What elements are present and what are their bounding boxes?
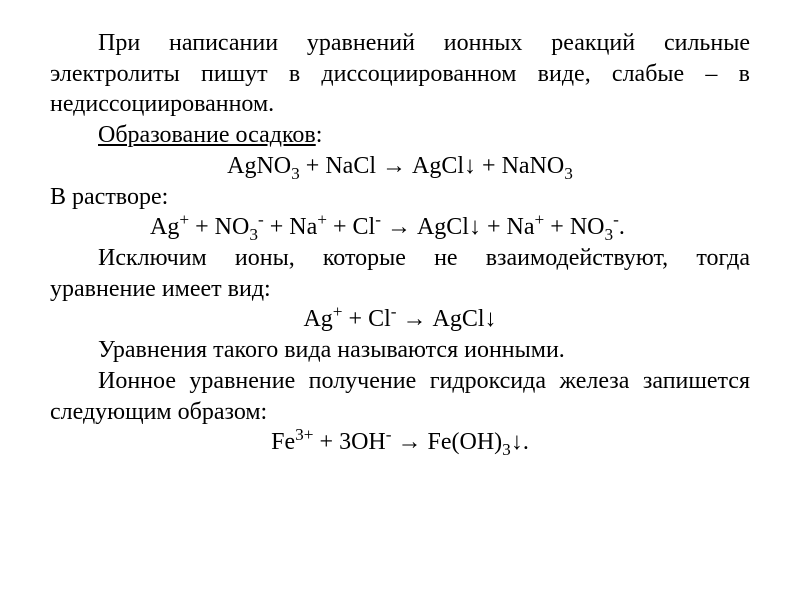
sub: 3 [502, 440, 511, 459]
document-page: При написании уравнений ионных реакций с… [0, 0, 800, 478]
sub: 3 [291, 164, 300, 183]
op: + [481, 214, 507, 240]
f: Na [507, 214, 535, 240]
sup: + [179, 210, 189, 229]
heading-text: Образование осадков [98, 122, 316, 148]
f: Fe [271, 429, 295, 455]
dot: . [523, 429, 529, 455]
arrow: → [376, 153, 412, 179]
f: AgCl [433, 306, 485, 332]
paragraph-ionic-def: Уравнения такого вида называются ионными… [50, 335, 750, 366]
f: NaNO [502, 153, 565, 179]
op: + [482, 153, 502, 179]
f: Fe(OH) [428, 429, 503, 455]
dot: . [619, 214, 625, 240]
down-arrow: ↓ [485, 306, 497, 332]
equation-molecular: AgNO3 + NaCl → AgCl↓ + NaNO3 [50, 151, 750, 182]
sup: 3+ [295, 425, 313, 444]
op: + [327, 214, 353, 240]
f: NaCl [325, 153, 376, 179]
op: + [300, 153, 326, 179]
f: Cl [353, 214, 376, 240]
down-arrow: ↓ [469, 214, 481, 240]
coef: 3 [339, 429, 351, 455]
op: + [343, 306, 369, 332]
heading-precipitation: Образование осадков: [50, 120, 750, 151]
paragraph-iron-hydroxide: Ионное уравнение получение гидроксида же… [50, 366, 750, 427]
equation-iron-hydroxide: Fe3+ + 3OH- → Fe(OH)3↓. [50, 427, 750, 458]
f: AgNO [227, 153, 291, 179]
down-arrow: ↓ [464, 153, 482, 179]
paragraph-intro: При написании уравнений ионных реакций с… [50, 28, 750, 120]
f: Na [289, 214, 317, 240]
sub: 3 [249, 225, 258, 244]
f: Cl [368, 306, 391, 332]
op: + [264, 214, 290, 240]
sub: 3 [604, 225, 613, 244]
f: AgCl [412, 153, 464, 179]
arrow: → [397, 306, 433, 332]
arrow: → [392, 429, 428, 455]
equation-full-ionic: Ag+ + NO3- + Na+ + Cl- → AgCl↓ + Na+ + N… [50, 212, 750, 243]
label-in-solution: В растворе: [50, 182, 750, 213]
f: AgCl [417, 214, 469, 240]
sup: + [535, 210, 545, 229]
down-arrow: ↓ [511, 429, 523, 455]
paragraph-exclude-ions: Исключим ионы, которые не взаимодействую… [50, 243, 750, 304]
sup: + [333, 302, 343, 321]
colon: : [316, 122, 323, 148]
f: OH [351, 429, 386, 455]
sub: 3 [564, 164, 573, 183]
arrow: → [381, 214, 417, 240]
f: Ag [303, 306, 332, 332]
f: NO [215, 214, 250, 240]
f: NO [570, 214, 605, 240]
op: + [314, 429, 340, 455]
sup: + [317, 210, 327, 229]
equation-net-ionic: Ag+ + Cl- → AgCl↓ [50, 304, 750, 335]
op: + [544, 214, 570, 240]
op: + [189, 214, 215, 240]
f: Ag [150, 214, 179, 240]
